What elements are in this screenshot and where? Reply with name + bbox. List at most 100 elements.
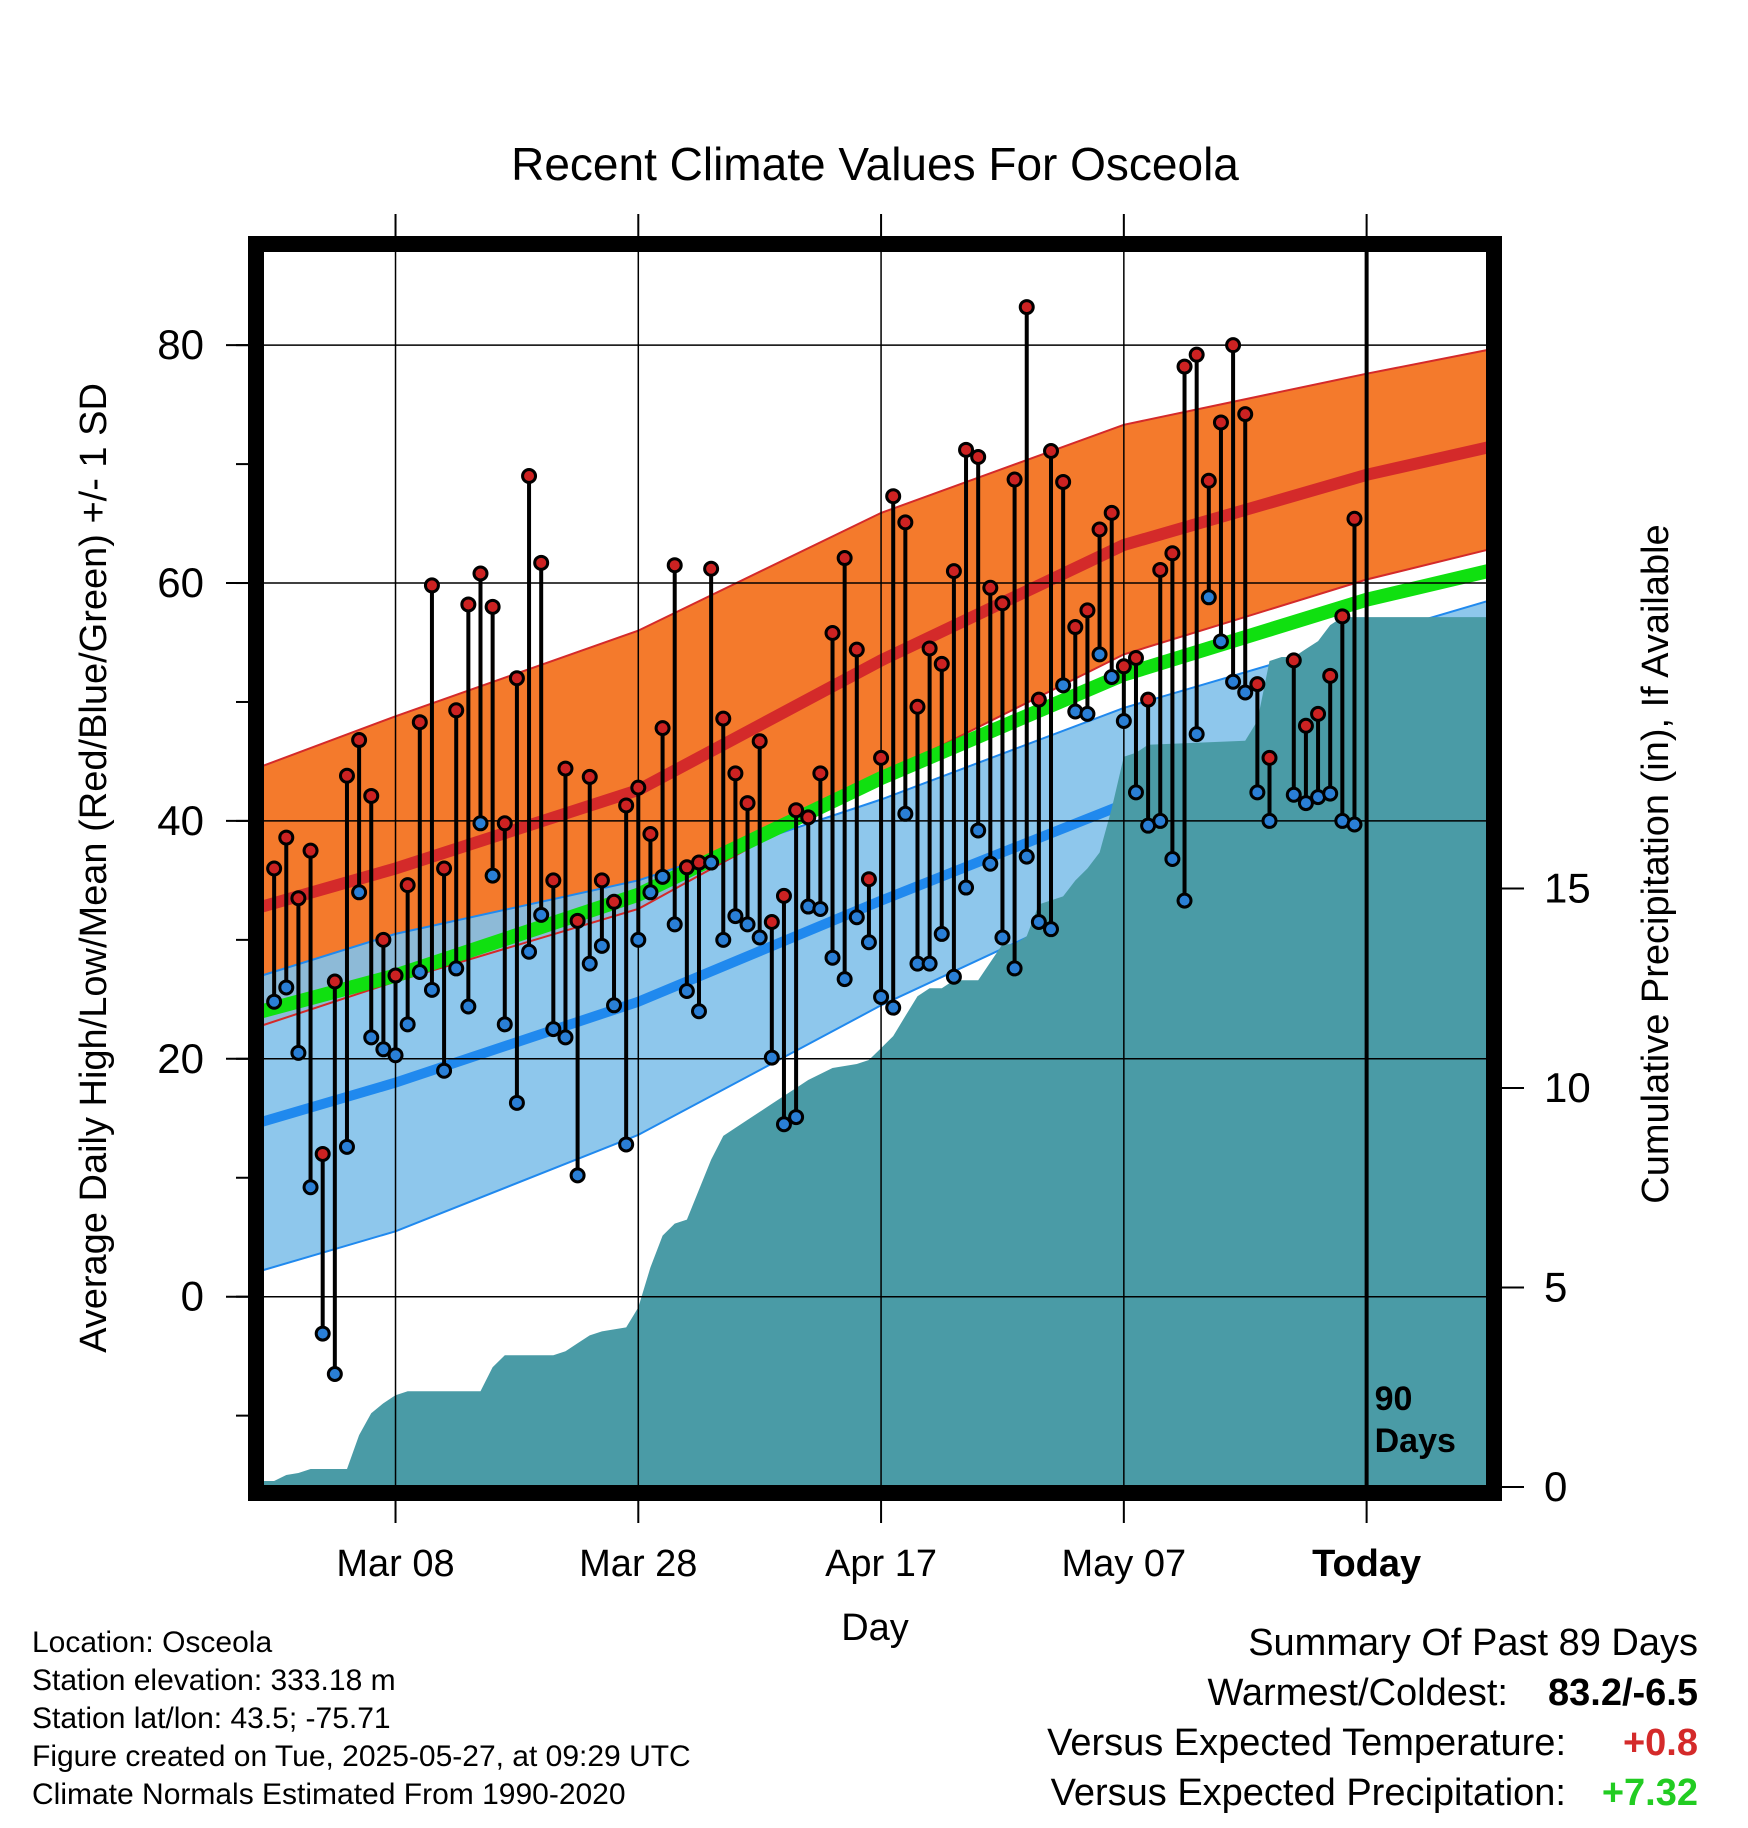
high-point xyxy=(800,809,817,826)
y2-tick-label: 0 xyxy=(1544,1463,1567,1510)
x-tick-label: May 07 xyxy=(1062,1543,1187,1585)
high-point xyxy=(1127,649,1144,666)
high-point xyxy=(642,826,659,843)
today-marker: 90 Days xyxy=(1364,250,1456,1487)
high-point xyxy=(1055,473,1072,490)
normals-text: Climate Normals Estimated From 1990-2020 xyxy=(32,1778,626,1811)
low-point xyxy=(1043,921,1060,938)
elevation-text: Station elevation: 333.18 m xyxy=(32,1664,396,1697)
low-point xyxy=(1249,784,1266,801)
low-point xyxy=(1285,786,1302,803)
high-point xyxy=(411,714,428,731)
low-point xyxy=(1018,848,1035,865)
y-tick-label: 20 xyxy=(157,1035,204,1082)
high-point xyxy=(788,802,805,819)
temp-versus-value: +0.8 xyxy=(1622,1722,1698,1764)
low-point xyxy=(690,1003,707,1020)
low-point xyxy=(788,1109,805,1126)
low-point xyxy=(715,931,732,948)
high-point xyxy=(606,893,623,910)
low-point xyxy=(1322,785,1339,802)
low-point xyxy=(363,1029,380,1046)
high-point xyxy=(933,655,950,672)
x-tick-label: Today xyxy=(1312,1543,1421,1585)
low-point xyxy=(1030,914,1047,931)
high-point xyxy=(715,710,732,727)
high-point xyxy=(1200,472,1217,489)
low-point xyxy=(933,925,950,942)
low-point xyxy=(1297,795,1314,812)
high-point xyxy=(508,670,525,687)
low-point xyxy=(1261,812,1278,829)
high-point xyxy=(1188,346,1205,363)
low-point xyxy=(1237,684,1254,701)
today-days-number: 90 xyxy=(1375,1380,1413,1418)
y2-tick-label: 5 xyxy=(1544,1263,1567,1310)
low-point xyxy=(897,805,914,822)
y-tick-label: 40 xyxy=(157,797,204,844)
high-point xyxy=(897,514,914,531)
high-point xyxy=(970,448,987,465)
high-point xyxy=(1067,619,1084,636)
low-point xyxy=(521,943,538,960)
latlon-text: Station lat/lon: 43.5; -75.71 xyxy=(32,1702,391,1735)
low-point xyxy=(436,1062,453,1079)
warmest-coldest-label: Warmest/Coldest: xyxy=(1207,1672,1508,1714)
low-point xyxy=(1346,816,1363,833)
high-point xyxy=(1346,510,1363,527)
high-band xyxy=(262,349,1488,1026)
high-point xyxy=(666,557,683,574)
low-point xyxy=(1176,892,1193,909)
low-point xyxy=(873,988,890,1005)
high-point xyxy=(1212,414,1229,431)
low-point xyxy=(739,916,756,933)
high-point xyxy=(338,767,355,784)
low-point xyxy=(569,1167,586,1184)
high-point xyxy=(545,872,562,889)
high-point xyxy=(1140,691,1157,708)
low-point xyxy=(860,934,877,951)
low-point xyxy=(484,867,501,884)
high-point xyxy=(326,973,343,990)
high-point xyxy=(1249,676,1266,693)
low-point xyxy=(278,979,295,996)
y-axis-label: Average Daily High/Low/Mean (Red/Blue/Gr… xyxy=(73,383,115,1353)
precip-series xyxy=(262,617,1488,1487)
high-point xyxy=(399,877,416,894)
high-point xyxy=(375,931,392,948)
high-point xyxy=(812,765,829,782)
high-point xyxy=(1261,749,1278,766)
low-point xyxy=(824,949,841,966)
high-point xyxy=(727,765,744,782)
high-point xyxy=(958,441,975,458)
high-point xyxy=(436,860,453,877)
low-point xyxy=(1091,646,1108,663)
high-point xyxy=(460,596,477,613)
high-point xyxy=(302,842,319,859)
low-point xyxy=(387,1047,404,1064)
high-point xyxy=(1152,561,1169,578)
low-point xyxy=(411,963,428,980)
high-point xyxy=(921,640,938,657)
low-point xyxy=(751,929,768,946)
precip-versus-value: +7.32 xyxy=(1601,1772,1698,1814)
warmest-coldest-value: 83.2/-6.5 xyxy=(1548,1672,1698,1714)
low-point xyxy=(921,955,938,972)
chart-labels: Recent Climate Values For Osceola Day Aver… xyxy=(73,138,1677,1649)
high-point xyxy=(848,641,865,658)
high-point xyxy=(314,1145,331,1162)
plot-border xyxy=(248,236,1502,1501)
y-tick-label: 80 xyxy=(157,321,204,368)
high-point xyxy=(387,967,404,984)
low-point xyxy=(399,1016,416,1033)
high-point xyxy=(521,467,538,484)
low-point xyxy=(545,1021,562,1038)
high-point xyxy=(484,598,501,615)
low-point xyxy=(581,955,598,972)
x-tick-label: Mar 08 xyxy=(336,1543,454,1585)
precipitation-area xyxy=(262,617,1488,1487)
high-point xyxy=(1030,691,1047,708)
low-point xyxy=(460,998,477,1015)
high-point xyxy=(1091,521,1108,538)
